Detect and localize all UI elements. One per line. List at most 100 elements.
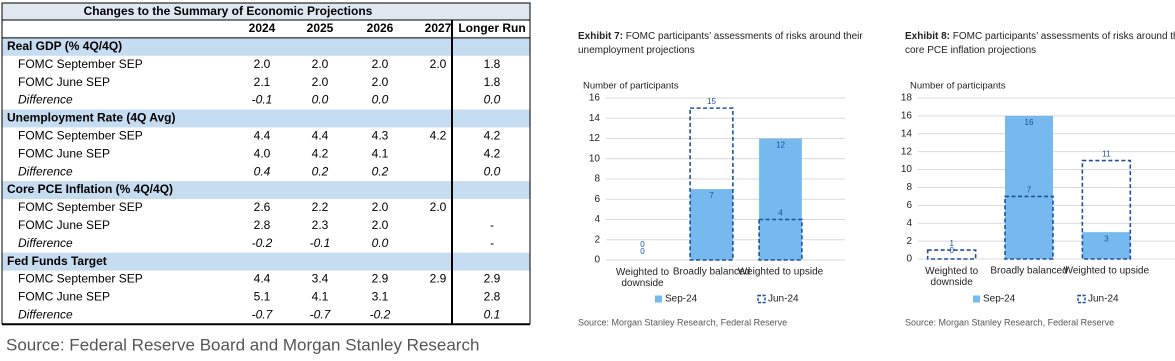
legend-label: Sep-24 [665,294,698,305]
cell: 0.2 [312,164,329,178]
bar-outline [689,107,734,261]
y-tick-label: 4 [594,214,600,225]
y-tick-label: 2 [594,234,600,245]
chart-title: FOMC participants’ assessments of risks … [905,31,1175,56]
cell: 4.2 [484,146,501,160]
cell: -0.2 [252,236,273,250]
chart-source: Source: Morgan Stanley Research, Federal… [578,317,787,327]
legend-swatch [757,294,766,304]
section-bg [2,37,530,56]
cell: 1.8 [484,75,501,89]
cell: 0.0 [484,93,501,107]
row-label: Difference [18,93,73,107]
bar-outline [758,218,803,261]
y-tick-label: 16 [589,93,601,104]
cell: 2.3 [312,218,329,232]
cell: 2.8 [254,218,271,232]
data-label: 0 [640,247,645,256]
legend-label: Jun-24 [1088,294,1119,305]
column-header: Longer Run [458,21,525,35]
x-tick-label: Broadly balanced [673,267,750,278]
section-label: Fed Funds Target [7,254,107,268]
row-label: FOMC June SEP [18,146,110,160]
row-label: FOMC September SEP [18,129,143,143]
y-tick-label: 2 [906,236,912,247]
column-header: 2026 [367,21,394,35]
cell: 0.0 [372,236,389,250]
cell: 2.0 [372,57,389,71]
column-header: 2025 [307,21,334,35]
cell: - [490,218,494,232]
row-label: FOMC June SEP [18,75,110,89]
cell: 2.9 [430,272,447,286]
cell: 1.8 [484,57,501,71]
table-title: Changes to the Summary of Economic Proje… [84,4,373,18]
section-label: Unemployment Rate (4Q Avg) [7,111,175,125]
y-tick-label: 4 [906,218,912,229]
exhibit-label: Exhibit 7: [578,31,624,42]
y-tick-label: 14 [901,128,913,139]
cell: 4.1 [312,290,329,304]
cell: 2.0 [430,200,447,214]
y-tick-label: 6 [906,200,912,211]
y-tick-label: 10 [589,153,601,164]
cell: 4.1 [372,146,389,160]
cell: 4.3 [372,129,389,143]
data-label: 7 [1027,185,1032,194]
cell: 2.0 [430,57,447,71]
row-label: FOMC September SEP [18,200,143,214]
cell: 2.0 [312,75,329,89]
x-tick-label: Weighted to downside [616,267,670,289]
y-axis-label: Number of participants [910,81,1006,92]
cell: 3.1 [372,290,389,304]
legend-swatch [973,295,980,303]
bar [1005,115,1053,259]
y-tick-label: 14 [589,113,601,124]
cell: 0.0 [312,93,329,107]
chart-title: FOMC participants’ assessments of risks … [578,31,863,56]
cell: 2.9 [372,272,389,286]
y-tick-label: 12 [901,146,913,157]
row-label: Difference [18,236,73,250]
column-header: 2027 [425,21,452,35]
x-tick-label: Weighted to upside [738,267,824,278]
legend-label: Sep-24 [983,294,1016,305]
cell: 3.4 [312,272,329,286]
cell: -0.7 [310,308,332,322]
bar-outline [1004,195,1054,260]
cell: 4.4 [254,272,271,286]
exhibit-title: Exhibit 8: FOMC participants’ assessment… [905,30,1175,58]
row-label: FOMC June SEP [18,218,110,232]
cell: 2.0 [254,57,271,71]
cell: 4.4 [254,129,271,143]
y-tick-label: 12 [589,133,601,144]
cell: 2.1 [254,75,271,89]
cell: 4.2 [312,146,329,160]
data-label: 11 [1102,150,1111,159]
section-label: Real GDP (% 4Q/4Q) [7,39,122,53]
section-bg [2,109,530,128]
cell: 2.0 [312,57,329,71]
data-label: 3 [1104,234,1109,243]
data-label: 0 [640,240,645,249]
y-tick-label: 18 [901,93,913,104]
row-label: Difference [18,164,73,178]
cell: 4.0 [254,146,271,160]
cell: 5.1 [254,290,271,304]
y-tick-label: 10 [901,164,913,175]
row-label: Difference [18,308,73,322]
cell: 2.9 [484,272,501,286]
cell: -0.2 [370,308,391,322]
cell: 2.2 [312,200,329,214]
cell: -0.1 [310,236,331,250]
exhibit-title: Exhibit 7: FOMC participants’ assessment… [578,30,878,58]
legend-label: Jun-24 [768,294,799,305]
bar [759,138,802,260]
section-bg [2,181,530,199]
data-label: 12 [776,141,785,150]
y-tick-label: 0 [594,255,600,266]
cell: - [490,236,494,250]
data-label: 7 [709,191,714,200]
cell: -0.1 [252,93,273,107]
